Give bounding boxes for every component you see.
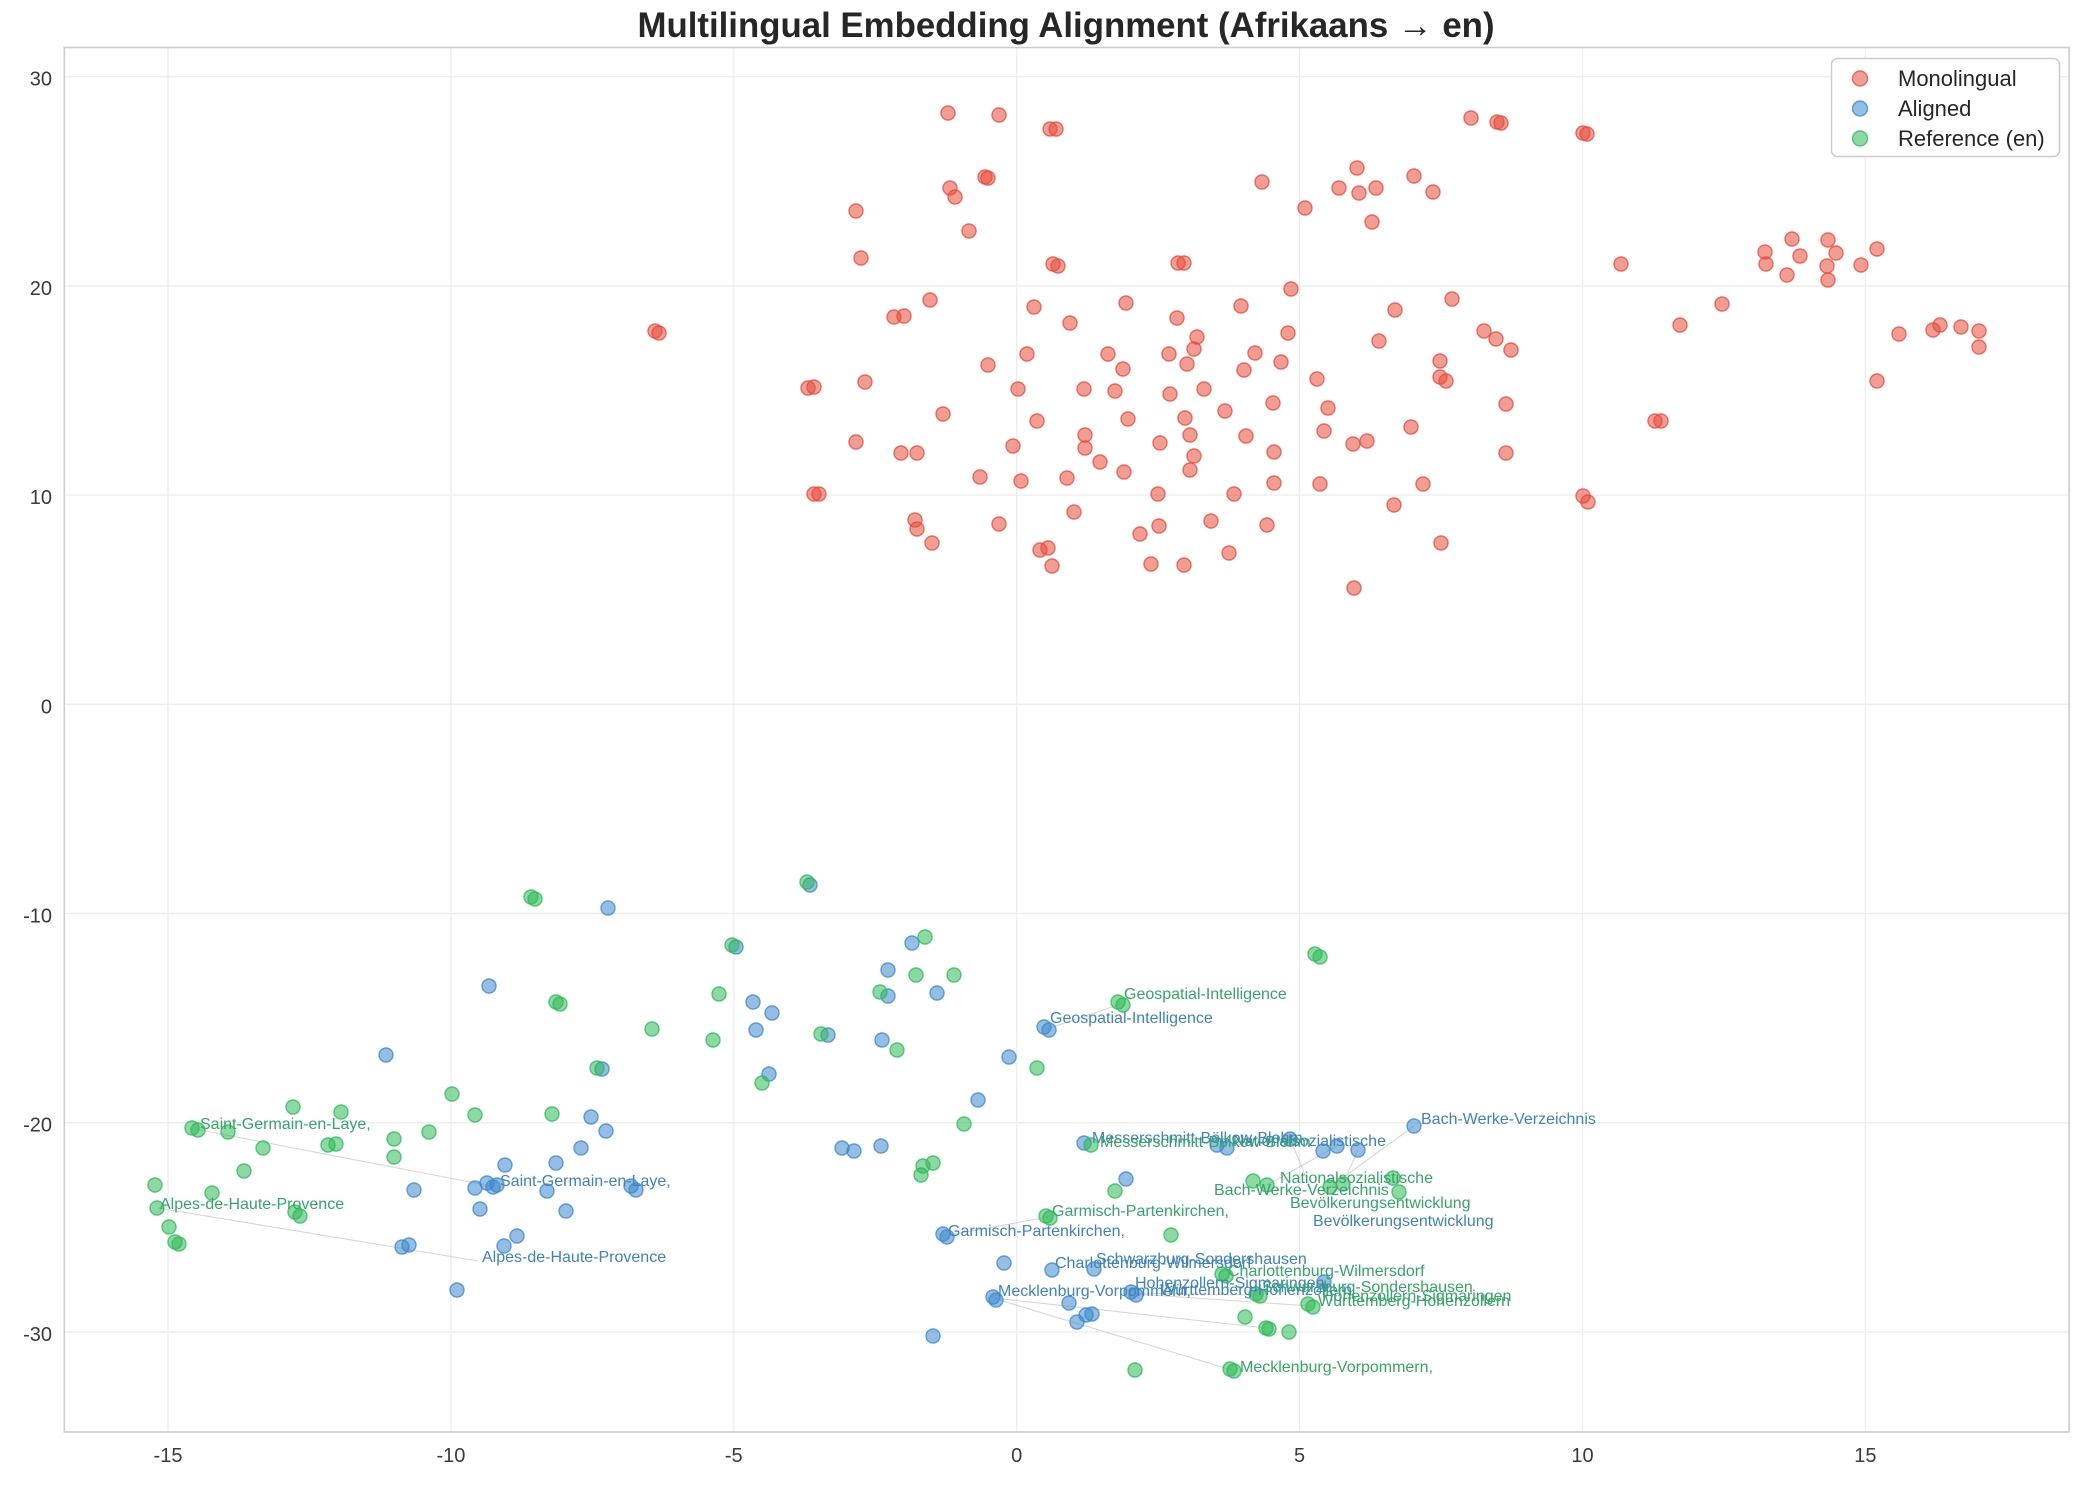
svg-text:-10: -10 (23, 906, 52, 928)
svg-text:Saint-Germain-en-Laye,: Saint-Germain-en-Laye, (200, 1116, 371, 1133)
svg-text:Württemberg-Hohenzollern: Württemberg-Hohenzollern (1318, 1293, 1510, 1310)
svg-text:Bach-Werke-Verzeichnis: Bach-Werke-Verzeichnis (1421, 1111, 1596, 1128)
svg-text:Reference (en): Reference (en) (1898, 126, 2045, 151)
svg-text:Garmisch-Partenkirchen,: Garmisch-Partenkirchen, (948, 1223, 1125, 1240)
svg-text:Hohenzollern-Sigmaringen,: Hohenzollern-Sigmaringen, (1135, 1275, 1329, 1292)
svg-text:Nationalsozialistische: Nationalsozialistische (1280, 1170, 1433, 1187)
svg-text:30: 30 (30, 69, 52, 91)
svg-text:-15: -15 (154, 1445, 183, 1467)
svg-text:Monolingual: Monolingual (1898, 66, 2017, 91)
svg-text:10: 10 (1571, 1445, 1593, 1467)
svg-text:Bevölkerungsentwicklung: Bevölkerungsentwicklung (1290, 1195, 1471, 1212)
svg-text:Charlottenburg-Wilmersdorf: Charlottenburg-Wilmersdorf (1055, 1255, 1252, 1272)
svg-text:Bevölkerungsentwicklung: Bevölkerungsentwicklung (1313, 1213, 1494, 1230)
svg-text:Nationalsozialistische: Nationalsozialistische (1233, 1133, 1386, 1150)
svg-text:Hohenzollern-Sigmaringen: Hohenzollern-Sigmaringen (1322, 1288, 1511, 1305)
svg-text:Aligned: Aligned (1898, 96, 1971, 121)
svg-text:Bach-Werke-Verzeichnis: Bach-Werke-Verzeichnis (1214, 1182, 1389, 1199)
svg-text:Geospatial-Intelligence: Geospatial-Intelligence (1124, 986, 1287, 1003)
svg-text:Schwarzburg-Sondershausen: Schwarzburg-Sondershausen (1096, 1251, 1307, 1268)
svg-text:0: 0 (41, 696, 52, 718)
svg-text:Mecklenburg-Vorpommern,: Mecklenburg-Vorpommern, (998, 1283, 1191, 1300)
svg-text:Messerschmitt-Bölkow-Blohm: Messerschmitt-Bölkow-Blohm (1092, 1130, 1303, 1147)
svg-text:-5: -5 (725, 1445, 743, 1467)
svg-text:Alpes-de-Haute-Provence: Alpes-de-Haute-Provence (160, 1196, 344, 1213)
svg-text:10: 10 (30, 487, 52, 509)
svg-text:Garmisch-Partenkirchen,: Garmisch-Partenkirchen, (1052, 1203, 1229, 1220)
svg-text:0: 0 (1011, 1445, 1022, 1467)
svg-text:Württemberg-Hohenzollern: Württemberg-Hohenzollern (1160, 1282, 1352, 1299)
svg-text:Saint-Germain-en-Laye,: Saint-Germain-en-Laye, (500, 1173, 671, 1190)
svg-text:Schwarzburg-Sondershausen: Schwarzburg-Sondershausen (1262, 1279, 1473, 1296)
svg-text:-20: -20 (23, 1115, 52, 1137)
svg-text:5: 5 (1294, 1445, 1305, 1467)
svg-text:Geospatial-Intelligence: Geospatial-Intelligence (1050, 1010, 1213, 1027)
svg-text:Messerschmitt-Bölkow-Blohm: Messerschmitt-Bölkow-Blohm (1100, 1134, 1311, 1151)
svg-text:Charlottenburg-Wilmersdorf: Charlottenburg-Wilmersdorf (1228, 1263, 1425, 1280)
svg-text:-10: -10 (436, 1445, 465, 1467)
svg-text:Multilingual Embedding Alignme: Multilingual Embedding Alignment (Afrika… (637, 6, 1494, 45)
svg-text:15: 15 (1854, 1445, 1876, 1467)
svg-text:Mecklenburg-Vorpommern,: Mecklenburg-Vorpommern, (1240, 1359, 1433, 1376)
svg-text:Alpes-de-Haute-Provence: Alpes-de-Haute-Provence (482, 1249, 666, 1266)
svg-text:-30: -30 (23, 1324, 52, 1346)
svg-text:20: 20 (30, 278, 52, 300)
